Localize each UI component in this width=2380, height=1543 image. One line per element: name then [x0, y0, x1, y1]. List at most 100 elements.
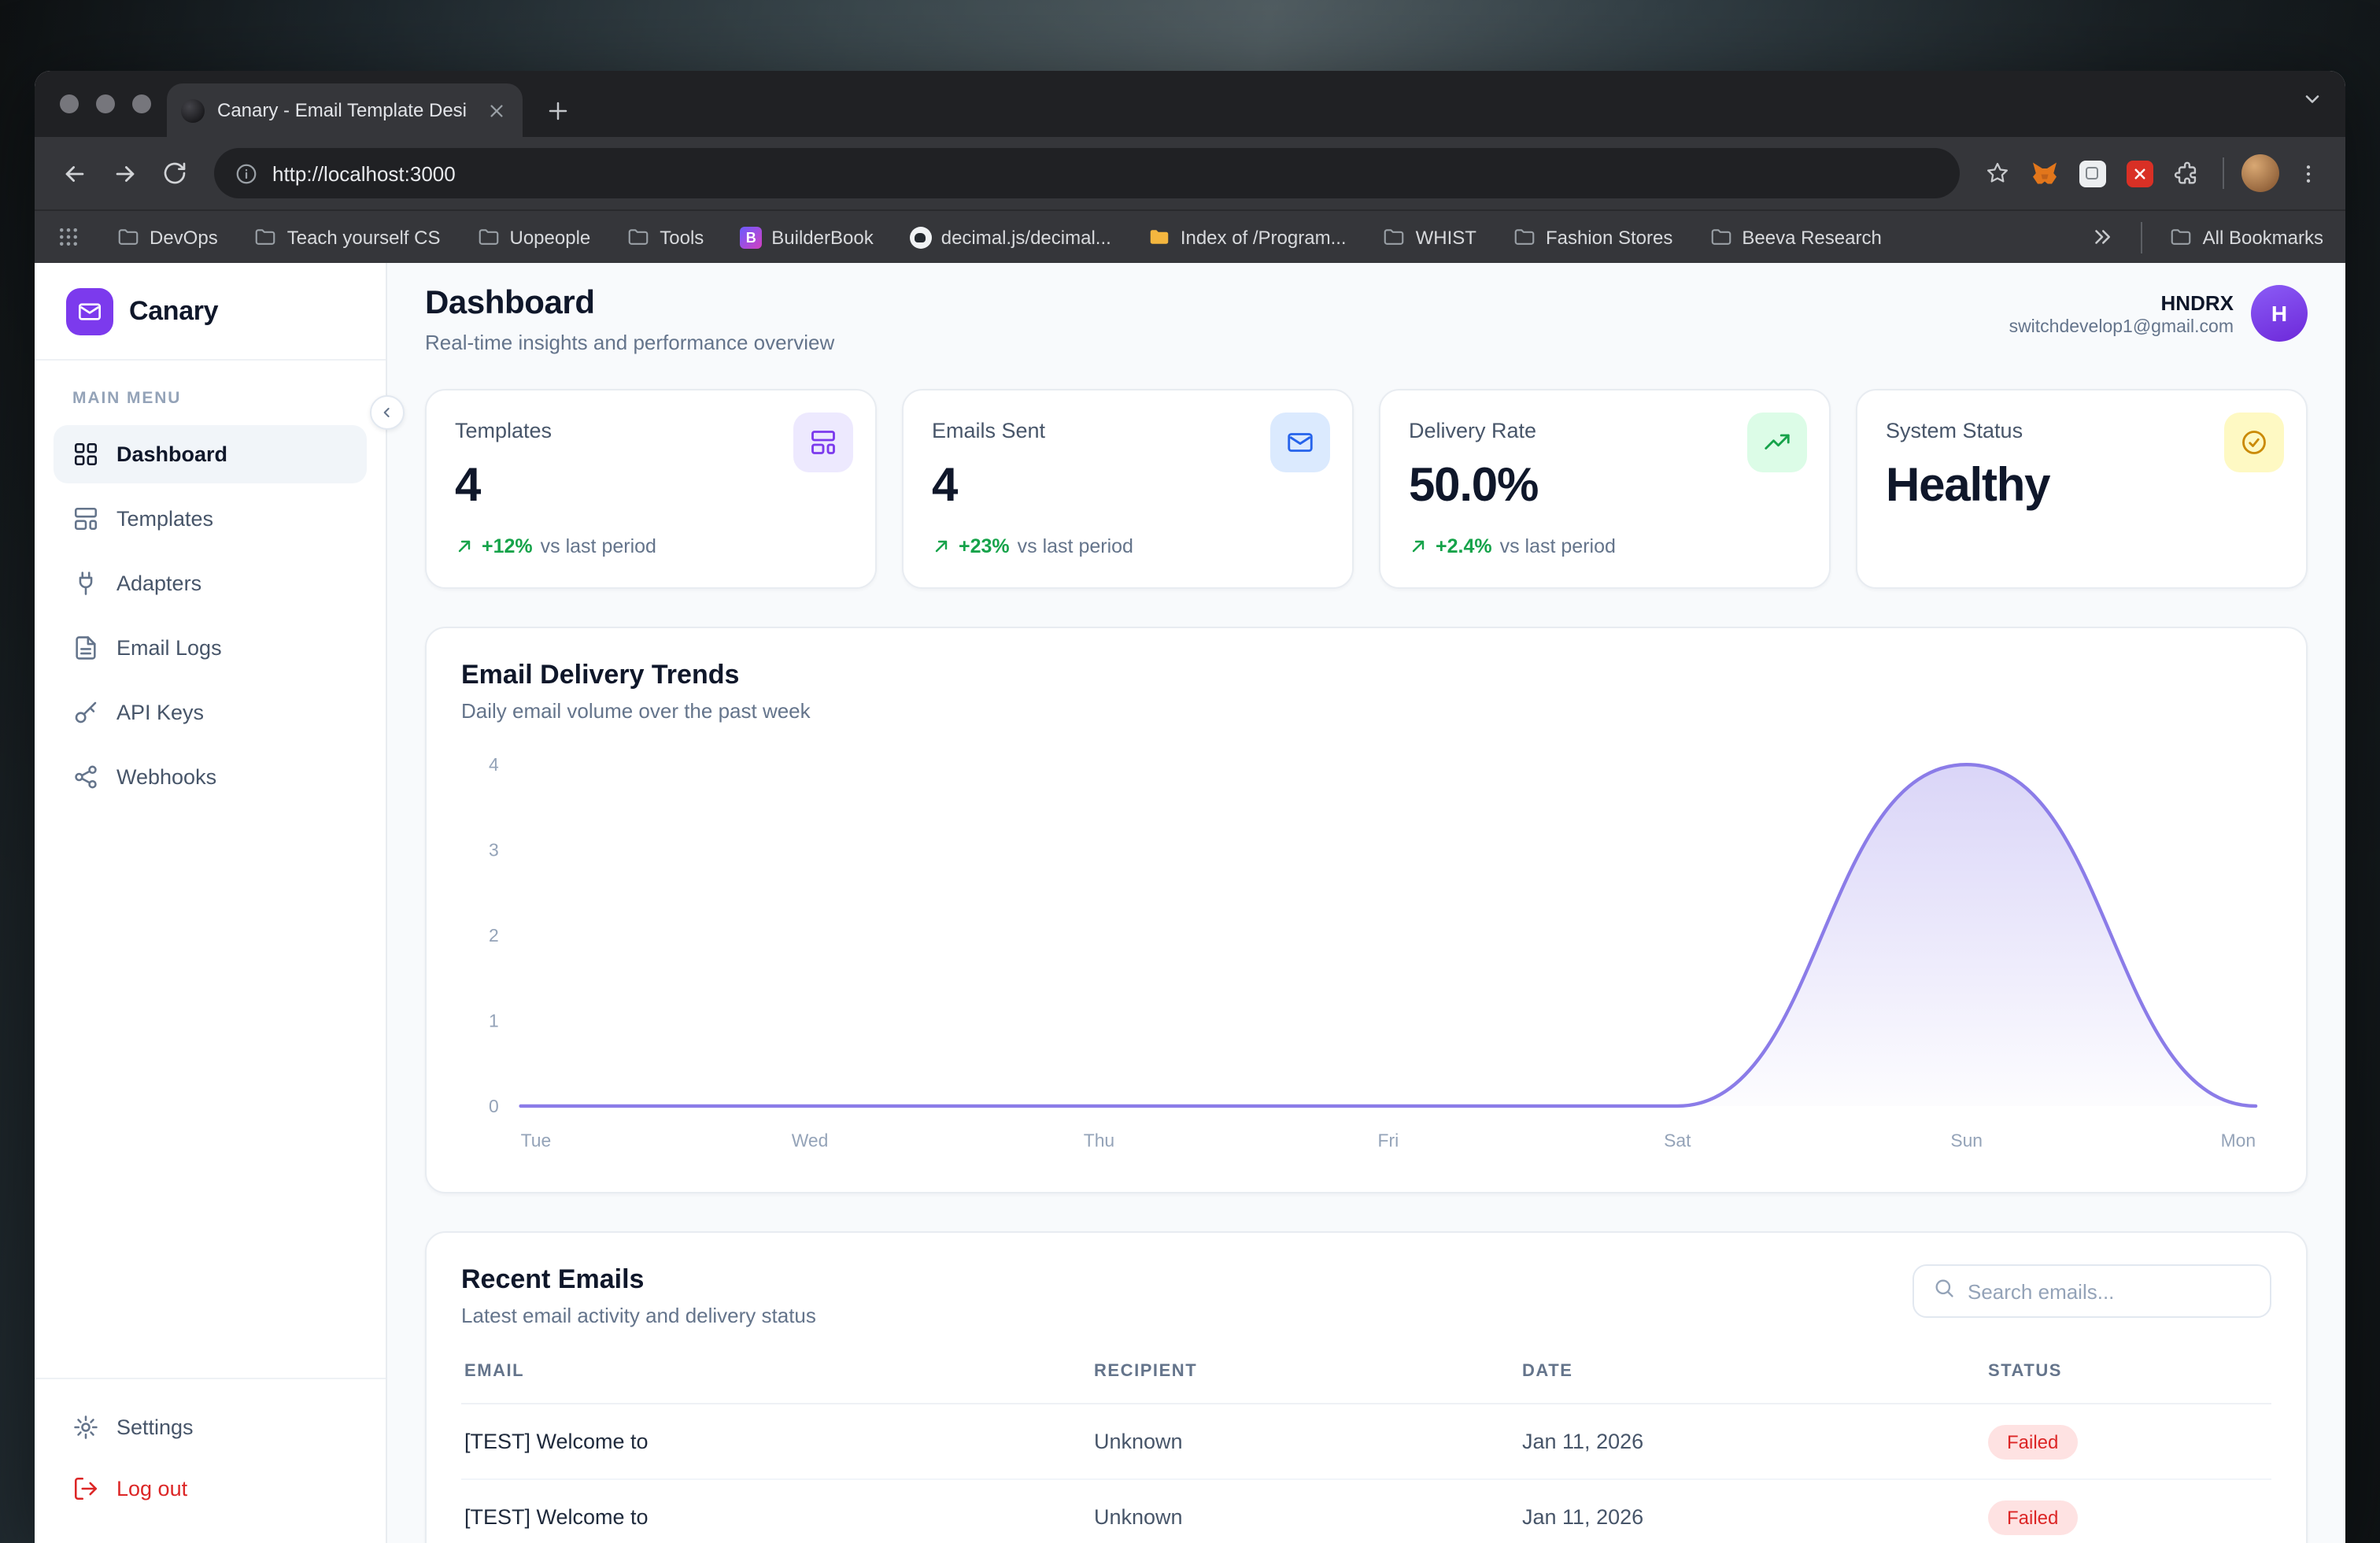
bookmark-item[interactable]: WHIST [1383, 225, 1476, 249]
avatar[interactable]: H [2251, 285, 2308, 342]
sidebar-collapse-button[interactable] [370, 395, 405, 430]
file-text-icon [72, 635, 99, 661]
recipient-cell: Unknown [1094, 1430, 1183, 1453]
search-icon [1933, 1276, 1955, 1306]
red-extension-icon[interactable] [2117, 151, 2161, 195]
webhook-icon [72, 764, 99, 790]
svg-text:Mon: Mon [2221, 1130, 2256, 1151]
all-bookmarks-label: All Bookmarks [2202, 226, 2323, 248]
new-tab-button[interactable] [537, 90, 578, 131]
back-button[interactable] [50, 150, 98, 197]
light-extension-icon[interactable] [2070, 151, 2114, 195]
svg-text:Tue: Tue [521, 1130, 552, 1151]
minimize-window-button[interactable] [96, 94, 115, 113]
sidebar-footer: Settings Log out [35, 1378, 386, 1543]
tab-strip: Canary - Email Template Desi [35, 71, 2345, 137]
recipient-cell: Unknown [1094, 1505, 1183, 1529]
bookmarks-bar: DevOps Teach yourself CS Uopeople Tools … [35, 209, 2345, 263]
bookmark-item[interactable]: B BuilderBook [740, 226, 874, 248]
sidebar-item-webhooks[interactable]: Webhooks [54, 748, 367, 806]
stat-delta-note: vs last period [540, 535, 656, 557]
all-bookmarks-button[interactable]: All Bookmarks [2170, 225, 2323, 249]
date-cell: Jan 11, 2026 [1522, 1505, 1644, 1529]
user-name: HNDRX [2160, 290, 2234, 314]
bookmark-item[interactable]: Index of /Program... [1148, 225, 1347, 249]
search-input[interactable] [1968, 1279, 2251, 1303]
sidebar-item-label: Dashboard [116, 442, 228, 466]
bookmark-item[interactable]: Beeva Research [1709, 225, 1882, 249]
column-header-email: EMAIL [464, 1362, 525, 1381]
app-root: Canary MAIN MENU Dashboard Templates [35, 263, 2345, 1543]
bookmark-label: Index of /Program... [1180, 226, 1347, 248]
recent-emails-title: Recent Emails [461, 1264, 645, 1294]
sidebar-item-adapters[interactable]: Adapters [54, 554, 367, 612]
sidebar-item-label: Adapters [116, 572, 202, 595]
logout-label: Log out [116, 1477, 188, 1500]
browser-tab[interactable]: Canary - Email Template Desi [167, 83, 523, 137]
metamask-extension-icon[interactable] [2023, 151, 2067, 195]
tab-close-icon[interactable] [483, 98, 508, 123]
arrow-up-right-icon [1409, 537, 1428, 556]
sidebar-item-templates[interactable]: Templates [54, 490, 367, 548]
trending-up-icon [1747, 413, 1807, 472]
address-bar[interactable]: http://localhost:3000 [214, 148, 1960, 198]
svg-text:4: 4 [489, 754, 499, 775]
table-row[interactable]: [TEST] Welcome to Unknown Jan 11, 2026 F… [461, 1480, 2271, 1543]
apps-grid-icon[interactable] [57, 225, 80, 249]
bookmark-item[interactable]: decimal.js/decimal... [909, 226, 1111, 248]
plug-icon [72, 570, 99, 597]
search-emails-box [1913, 1264, 2271, 1318]
settings-label: Settings [116, 1415, 194, 1439]
delivery-trends-chart: 0 1 2 3 4 Tue Wed Thu Fri Sat Sun Mon [489, 754, 2258, 1151]
sidebar-item-email-logs[interactable]: Email Logs [54, 619, 367, 677]
folder-icon [626, 225, 650, 249]
stat-card-delivery-rate: Delivery Rate 50.0% +2.4% vs last period [1379, 389, 1831, 589]
email-delivery-trends-panel: Email Delivery Trends Daily email volume… [425, 627, 2308, 1193]
zoom-window-button[interactable] [132, 94, 151, 113]
sidebar-item-settings[interactable]: Settings [54, 1398, 367, 1456]
recent-emails-table: EMAIL RECIPIENT DATE STATUS [TEST] Welco… [461, 1362, 2271, 1543]
bookmark-item[interactable]: Fashion Stores [1513, 225, 1672, 249]
window-controls [60, 94, 151, 113]
sidebar-item-label: Templates [116, 507, 214, 531]
brand-name: Canary [129, 295, 219, 325]
bookmark-item[interactable]: Uopeople [477, 225, 590, 249]
folder-icon [254, 225, 278, 249]
forward-button[interactable] [101, 150, 148, 197]
bookmark-label: Teach yourself CS [286, 226, 441, 248]
browser-toolbar: http://localhost:3000 [35, 137, 2345, 209]
profile-avatar[interactable] [2238, 151, 2282, 195]
stat-value: 4 [932, 460, 958, 512]
stat-card-templates: Templates 4 +12% vs last period [425, 389, 877, 589]
folder-yellow-icon [1148, 225, 1171, 249]
svg-text:1: 1 [489, 1010, 499, 1031]
bookmark-item[interactable]: Tools [626, 225, 704, 249]
svg-text:Fri: Fri [1378, 1130, 1399, 1151]
bookmark-label: Beeva Research [1742, 226, 1882, 248]
reload-button[interactable] [151, 150, 198, 197]
stat-value: Healthy [1886, 460, 2051, 512]
bookmark-item[interactable]: DevOps [116, 225, 218, 249]
bookmark-star-icon[interactable] [1975, 151, 2020, 195]
sidebar-item-api-keys[interactable]: API Keys [54, 683, 367, 742]
browser-menu-kebab-icon[interactable] [2286, 151, 2330, 195]
date-cell: Jan 11, 2026 [1522, 1430, 1644, 1453]
builderbook-app-icon: B [740, 226, 763, 248]
page-title: Dashboard [425, 285, 595, 321]
sidebar-item-logout[interactable]: Log out [54, 1460, 367, 1518]
column-header-recipient: RECIPIENT [1094, 1362, 1198, 1381]
tab-search-chevron-icon[interactable] [2301, 88, 2323, 118]
sidebar-item-dashboard[interactable]: Dashboard [54, 425, 367, 483]
table-header-row: EMAIL RECIPIENT DATE STATUS [461, 1362, 2271, 1404]
stat-card-system-status: System Status Healthy [1856, 389, 2308, 589]
stat-delta: +12% [482, 535, 533, 557]
bookmark-item[interactable]: Teach yourself CS [254, 225, 441, 249]
close-window-button[interactable] [60, 94, 79, 113]
gear-icon [72, 1414, 99, 1441]
stat-label: Templates [455, 419, 552, 442]
site-info-icon[interactable] [235, 161, 258, 185]
stat-delta: +2.4% [1436, 535, 1492, 557]
table-row[interactable]: [TEST] Welcome to Unknown Jan 11, 2026 F… [461, 1404, 2271, 1480]
extensions-puzzle-icon[interactable] [2164, 151, 2208, 195]
bookmarks-overflow-chevron-icon[interactable] [2091, 225, 2115, 249]
